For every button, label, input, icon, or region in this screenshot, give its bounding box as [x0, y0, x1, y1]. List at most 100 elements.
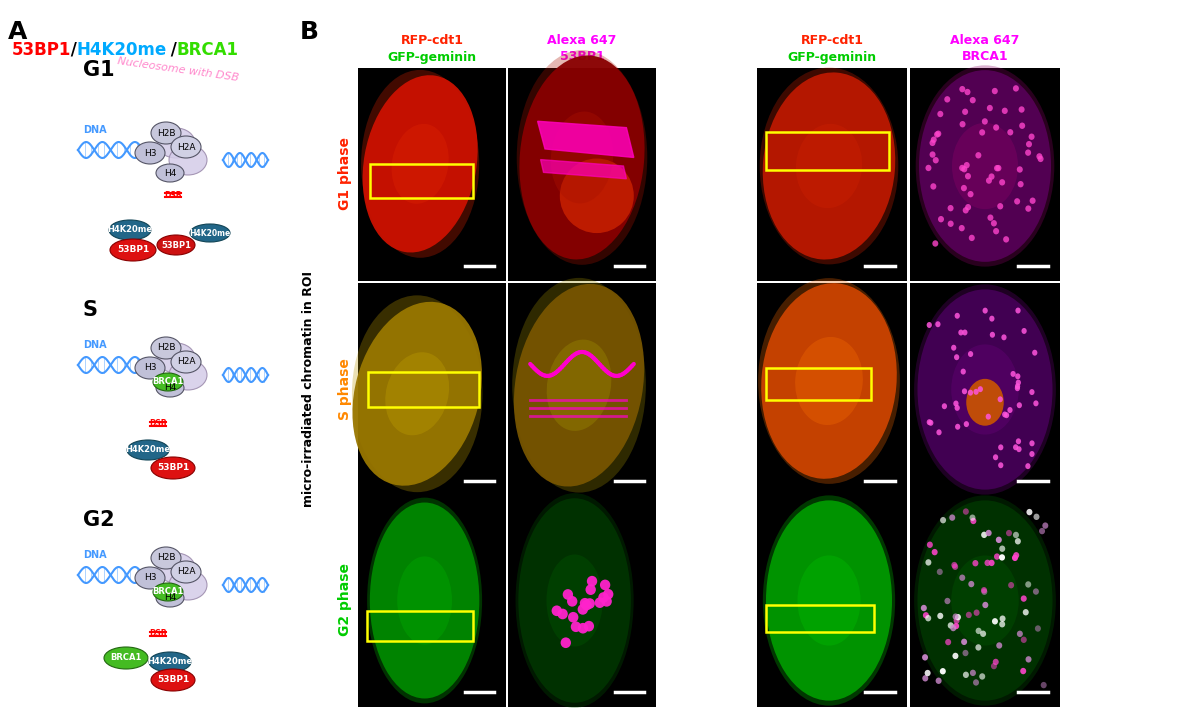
Ellipse shape [954, 405, 960, 411]
Ellipse shape [976, 644, 982, 651]
Ellipse shape [918, 500, 1052, 700]
Text: 53BP1: 53BP1 [157, 464, 190, 472]
Ellipse shape [979, 129, 985, 136]
Text: DNA: DNA [83, 550, 107, 560]
Ellipse shape [959, 165, 965, 171]
Ellipse shape [962, 508, 968, 515]
Ellipse shape [514, 284, 644, 487]
Ellipse shape [959, 574, 965, 581]
Ellipse shape [970, 669, 976, 676]
Ellipse shape [1013, 86, 1019, 91]
Ellipse shape [1001, 334, 1007, 340]
Ellipse shape [962, 207, 968, 214]
Text: H4K20me: H4K20me [148, 657, 192, 667]
Ellipse shape [581, 600, 592, 610]
Text: 53BP1: 53BP1 [116, 245, 149, 255]
Ellipse shape [949, 514, 955, 521]
Ellipse shape [397, 557, 452, 645]
Text: H4K20me: H4K20me [77, 41, 167, 59]
Ellipse shape [925, 615, 931, 621]
Ellipse shape [571, 621, 581, 632]
Bar [358, 494, 506, 707]
Ellipse shape [1015, 308, 1021, 313]
Text: /: / [65, 41, 83, 59]
Text: DSB: DSB [149, 630, 167, 638]
Text: 53BP1: 53BP1 [157, 675, 190, 684]
Ellipse shape [959, 86, 965, 92]
Bar [367, 611, 474, 641]
Ellipse shape [1033, 588, 1039, 595]
Ellipse shape [985, 413, 991, 420]
Ellipse shape [962, 109, 968, 115]
Ellipse shape [1000, 179, 1006, 186]
Ellipse shape [996, 165, 1002, 171]
Ellipse shape [952, 123, 1018, 209]
Bar [910, 494, 1060, 707]
Text: H4: H4 [164, 383, 176, 393]
Ellipse shape [1019, 122, 1025, 129]
Ellipse shape [955, 614, 961, 620]
Ellipse shape [937, 111, 943, 117]
Text: Alexa 647: Alexa 647 [547, 34, 617, 47]
Ellipse shape [1020, 668, 1026, 674]
Ellipse shape [934, 132, 940, 137]
Ellipse shape [1025, 206, 1031, 212]
Ellipse shape [952, 556, 1019, 646]
Ellipse shape [954, 618, 960, 624]
Ellipse shape [992, 88, 998, 94]
Ellipse shape [980, 631, 986, 637]
Ellipse shape [568, 612, 578, 623]
Ellipse shape [960, 121, 966, 127]
Ellipse shape [763, 495, 895, 705]
Ellipse shape [970, 97, 976, 104]
Ellipse shape [157, 128, 194, 158]
Ellipse shape [920, 605, 926, 611]
Ellipse shape [972, 560, 978, 567]
Ellipse shape [940, 668, 946, 674]
Ellipse shape [948, 221, 954, 227]
Ellipse shape [1033, 513, 1039, 520]
Text: Alexa 647: Alexa 647 [950, 34, 1020, 47]
Ellipse shape [955, 313, 960, 319]
Ellipse shape [959, 225, 965, 232]
Ellipse shape [761, 283, 896, 479]
Ellipse shape [962, 672, 968, 678]
Ellipse shape [1000, 621, 1006, 628]
Ellipse shape [1021, 595, 1027, 602]
Ellipse shape [962, 650, 968, 656]
Ellipse shape [1016, 439, 1021, 444]
Ellipse shape [1022, 609, 1028, 615]
Ellipse shape [1015, 383, 1020, 389]
Ellipse shape [552, 605, 562, 616]
Ellipse shape [172, 136, 202, 158]
Bar [508, 68, 656, 281]
Ellipse shape [568, 596, 577, 607]
Ellipse shape [926, 322, 932, 328]
Ellipse shape [518, 498, 631, 702]
Ellipse shape [952, 564, 958, 570]
Ellipse shape [997, 396, 1003, 402]
Ellipse shape [996, 536, 1002, 543]
Ellipse shape [952, 562, 958, 568]
Ellipse shape [1021, 328, 1027, 334]
Ellipse shape [796, 124, 862, 208]
Ellipse shape [936, 677, 942, 684]
Ellipse shape [558, 609, 568, 619]
Ellipse shape [961, 369, 966, 375]
Ellipse shape [151, 337, 181, 359]
Text: H2B: H2B [157, 344, 175, 352]
Ellipse shape [361, 70, 479, 258]
Ellipse shape [940, 517, 946, 523]
Ellipse shape [965, 89, 971, 95]
Text: BRCA1: BRCA1 [152, 377, 184, 387]
Ellipse shape [982, 589, 988, 595]
Polygon shape [538, 122, 634, 157]
Ellipse shape [953, 653, 959, 659]
Text: H4: H4 [164, 593, 176, 603]
Text: H2B: H2B [157, 129, 175, 137]
Ellipse shape [362, 75, 478, 252]
Ellipse shape [1002, 411, 1007, 418]
Ellipse shape [151, 547, 181, 569]
Ellipse shape [971, 518, 977, 524]
Bar [766, 132, 889, 170]
